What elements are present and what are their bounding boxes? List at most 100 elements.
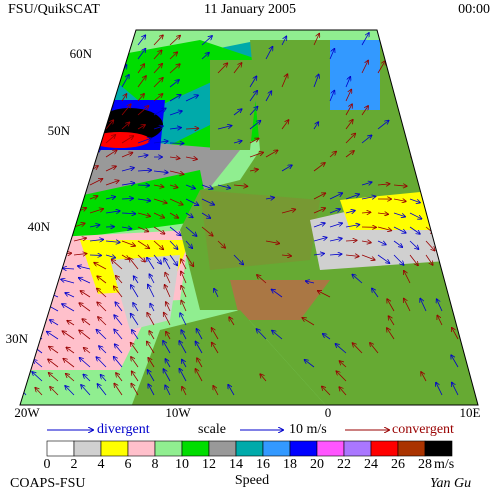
wind-vector	[473, 36, 478, 46]
wind-vector	[5, 361, 10, 367]
colorbar-box	[181, 440, 210, 457]
wind-vector	[1, 262, 10, 269]
wind-vector	[137, 155, 148, 157]
wind-vector	[377, 121, 389, 130]
colorbar-label: 6	[125, 457, 132, 472]
wind-vector	[256, 329, 267, 340]
wind-vector	[105, 241, 120, 242]
wind-vector	[313, 74, 319, 88]
colorbar-box	[235, 440, 264, 457]
wind-vector	[165, 273, 171, 284]
wind-vector	[457, 254, 463, 262]
wind-vector	[313, 34, 319, 46]
wind-vector	[281, 255, 291, 256]
wind-vector	[25, 79, 29, 88]
wind-vector	[132, 330, 139, 340]
wind-vector	[441, 226, 449, 233]
wind-vector	[437, 299, 443, 312]
wind-vector	[94, 263, 107, 270]
wind-vector	[10, 241, 20, 244]
wind-vector	[10, 183, 19, 185]
wind-vector	[114, 286, 123, 298]
wind-vector	[57, 88, 63, 102]
wind-vector	[73, 136, 80, 144]
wind-vector	[201, 36, 212, 46]
wind-vector	[153, 226, 165, 234]
colorbar-box	[127, 440, 156, 457]
legend-convergent: convergent	[392, 422, 454, 437]
wind-vector	[313, 223, 325, 228]
wind-vector	[121, 36, 128, 46]
wind-vector	[79, 303, 91, 312]
wind-vector	[41, 107, 46, 116]
wind-vector	[121, 183, 134, 185]
wind-vector	[339, 361, 347, 368]
wind-vector	[34, 292, 43, 298]
wind-vector	[73, 166, 81, 172]
wind-vector	[84, 348, 91, 354]
wind-vector	[451, 355, 459, 368]
wind-vector	[336, 371, 347, 382]
wind-vector	[57, 223, 70, 228]
wind-vector	[457, 50, 468, 60]
wind-vector	[249, 121, 261, 130]
wind-vector	[304, 360, 315, 368]
wind-vector	[97, 384, 107, 396]
colorbar-label: 28	[418, 457, 432, 472]
wind-vector	[323, 334, 331, 340]
wind-vector	[409, 157, 424, 158]
wind-vector	[20, 290, 27, 298]
wind-vector	[148, 285, 155, 298]
wind-vector	[425, 198, 434, 203]
wind-vector	[409, 198, 420, 203]
wind-vector	[409, 126, 423, 130]
wind-vector	[105, 65, 110, 74]
wind-vector	[345, 134, 355, 144]
wind-vector	[228, 385, 235, 396]
colorbar-label: 26	[391, 457, 405, 472]
map-frame	[19, 29, 479, 406]
wind-vector	[377, 184, 390, 185]
wind-vector	[345, 151, 354, 158]
wind-vector	[166, 302, 171, 312]
wind-vector	[169, 226, 181, 235]
wind-vector	[185, 184, 195, 189]
wind-vector	[47, 332, 59, 340]
wind-vector	[329, 223, 342, 228]
wind-vector	[25, 181, 36, 186]
lon-label: 10E	[460, 405, 481, 420]
lon-label: 0	[325, 405, 332, 420]
wind-vector	[1, 274, 10, 283]
wind-vector	[361, 106, 368, 116]
wind-vector	[63, 268, 75, 269]
wind-vector	[329, 49, 334, 60]
wind-vector	[201, 212, 210, 218]
wind-vector	[169, 198, 183, 205]
wind-vector	[420, 299, 427, 312]
wind-vector	[41, 165, 52, 172]
wind-vector	[387, 328, 395, 340]
wind-vector	[265, 47, 273, 60]
wind-vector	[99, 346, 107, 354]
wind-vector	[57, 194, 68, 200]
wind-vector	[32, 372, 43, 382]
wind-vector	[457, 111, 471, 116]
wind-vector	[393, 62, 402, 74]
wind-vector	[201, 226, 213, 236]
wind-vector	[137, 106, 149, 116]
wind-vector	[137, 226, 148, 231]
wind-vector	[137, 49, 145, 60]
wind-vector	[148, 358, 155, 368]
wind-vector	[114, 329, 123, 340]
wind-vector	[105, 37, 110, 46]
wind-vector	[25, 89, 32, 102]
wind-vector	[164, 313, 171, 326]
wind-vector	[249, 138, 259, 144]
wind-vector	[41, 209, 52, 214]
wind-vector	[393, 50, 401, 60]
wind-vector	[78, 266, 91, 270]
wind-vector	[20, 254, 22, 261]
wind-vector	[473, 226, 478, 234]
wind-vector	[212, 343, 219, 354]
lat-label: 60N	[70, 46, 93, 61]
